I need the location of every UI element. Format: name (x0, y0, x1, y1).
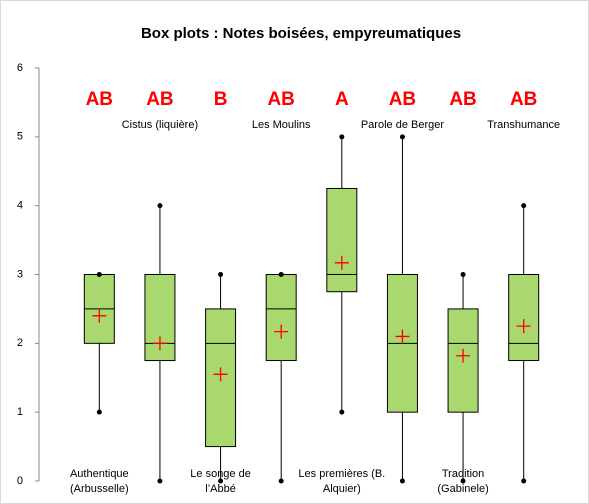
category-label: Authentique (Arbusselle) (69, 468, 129, 495)
y-tick-label: 6 (17, 62, 23, 74)
y-tick-label: 5 (17, 131, 23, 143)
min-point (157, 478, 163, 484)
category-label: Cistus (liquière) (121, 119, 199, 131)
mean (152, 336, 167, 351)
max-point (339, 134, 345, 140)
mean (516, 319, 531, 334)
min-point (278, 478, 284, 484)
min-point (460, 478, 466, 484)
y-tick-label: 2 (17, 337, 23, 349)
letter: AB (146, 89, 173, 110)
box (265, 274, 297, 362)
y-tick-label: 1 (17, 406, 23, 418)
mean (274, 324, 289, 339)
min-point (218, 478, 224, 484)
min-point (339, 409, 345, 415)
box (508, 274, 540, 362)
chart-title: Box plots : Notes boisées, empyreumatiqu… (141, 25, 461, 42)
mean (92, 308, 107, 323)
mean (456, 348, 471, 363)
category-label: Les Moulins (251, 119, 311, 131)
category-label: Les premières (B. Alquier) (298, 468, 386, 495)
letter: AB (86, 89, 113, 110)
max-point (521, 203, 527, 209)
letter: AB (267, 89, 294, 110)
max-point (460, 272, 466, 277)
max-point (278, 272, 284, 277)
mean (213, 367, 228, 382)
y-tick-label: 0 (17, 475, 23, 487)
letter: A (335, 89, 349, 110)
mean (395, 329, 410, 344)
max-point (157, 203, 163, 209)
min-point (521, 478, 527, 484)
category-label: Transhumance (487, 119, 561, 131)
mean (334, 255, 349, 270)
y-tick-label: 4 (17, 200, 23, 212)
category-label: Tradition (Gabinele) (437, 468, 489, 495)
category-label: Parole de Berger (360, 119, 445, 131)
max-point (96, 272, 102, 277)
letter: B (214, 89, 228, 110)
max-point (399, 134, 405, 140)
min-point (399, 478, 405, 484)
letter: AB (510, 89, 537, 110)
letter: AB (449, 89, 476, 110)
min-point (96, 409, 102, 415)
category-label: Le songe de l’Abbé (190, 468, 251, 495)
box (326, 187, 358, 293)
max-point (218, 272, 224, 277)
letter: AB (389, 89, 416, 110)
y-tick-label: 3 (17, 268, 23, 280)
